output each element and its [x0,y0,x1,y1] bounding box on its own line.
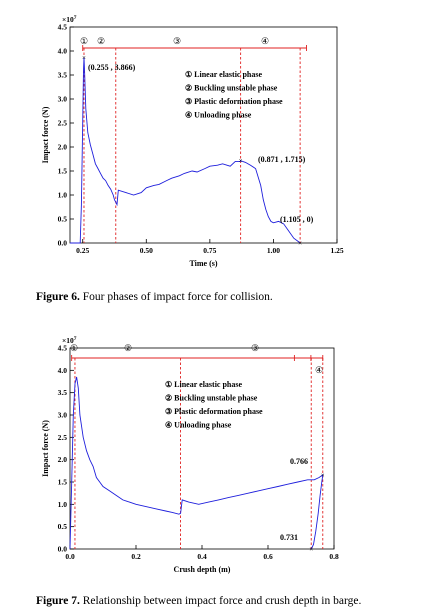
fig7-y-tick-label: 3.0 [58,411,68,420]
fig6-y-tick-label: 2.5 [58,119,68,128]
fig6-annotation-marker: × [298,240,302,248]
fig7-y-multiplier: ×107 [62,336,77,345]
fig6-annotation-marker: × [239,157,243,165]
fig7-x-tick-label: 0.0 [65,552,75,561]
fig6-x-tick-label: 0.25 [76,246,89,255]
figure-7-label: Figure 7. [36,595,80,607]
fig6-legend-item-3: ③ Plastic deformation phase [185,97,283,106]
fig7-phase-label-4: ④ [315,365,323,375]
fig6-y-tick-label: 2.0 [58,143,68,152]
fig6-annotation-marker: × [82,54,86,62]
fig7-legend-item-2: ② Buckling unstable phase [165,394,258,403]
fig7-y-tick-label: 0.0 [58,545,68,554]
figure-7-text: Relationship between impact force and cr… [79,595,362,607]
fig7-y-tick-label: 0.5 [58,522,68,531]
fig6-y-tick-label: 0.0 [58,239,68,248]
fig6-y-tick-label: 1.0 [58,191,68,200]
fig6-phase-label-2: ② [97,36,105,46]
fig6-y-axis-label: Impact force (N) [41,106,50,163]
fig6-x-tick-label: 1.25 [330,246,343,255]
fig7-y-tick-label: 3.5 [58,388,68,397]
fig7-y-tick-label: 1.0 [58,500,68,509]
fig7-annotation-marker: × [309,546,313,554]
figure-6-caption: Figure 6. Four phases of impact force fo… [36,291,273,303]
fig7-force-series-line [69,376,324,550]
fig7-x-tick-label: 0.6 [263,552,273,561]
fig6-force-series-line [70,57,301,244]
fig6-legend-item-4: ④ Unloading phase [185,111,252,120]
fig6-x-tick-label: 0.50 [140,246,153,255]
fig6-y-tick-label: 3.5 [58,71,68,80]
fig6-x-tick-label: 1.00 [267,246,280,255]
figure-6-label: Figure 6. [36,291,80,303]
fig6-y-tick-label: 4.0 [58,47,68,56]
fig7-legend-item-1: ① Linear elastic phase [165,380,242,389]
fig6-phase-label-4: ④ [261,36,269,46]
fig6-y-tick-label: 1.5 [58,167,68,176]
fig6-x-tick-label: 0.75 [203,246,216,255]
fig6-y-tick-label: 0.5 [58,215,68,224]
fig7-x-tick-label: 0.8 [329,552,339,561]
fig7-y-axis-label: Impact force (N) [41,420,50,477]
fig7-legend-item-3: ③ Plastic deformation phase [165,407,263,416]
fig6-legend-item-2: ② Buckling unstable phase [185,84,278,93]
fig6-plot-frame [69,26,338,244]
figure-6-text: Four phases of impact force for collisio… [79,291,273,303]
fig6-annotation-3: (1.105 , 0) [280,215,314,224]
fig7-x-tick-label: 0.4 [197,552,207,561]
fig6-phase-label-3: ③ [173,36,181,46]
fig7-y-tick-label: 1.5 [58,478,68,487]
fig7-annotation-2: 0.731 [280,533,298,542]
fig6-x-axis-label: Time (s) [189,259,217,268]
fig7-phase-label-2: ② [124,343,132,353]
fig6-annotation-1: (0.255 , 3.866) [88,63,136,72]
fig7-y-tick-label: 4.5 [58,344,68,353]
fig7-y-tick-label: 4.0 [58,366,68,375]
fig7-phase-label-3: ③ [251,343,259,353]
fig7-phase-label-1: ① [70,343,78,353]
impact-force-time-chart: 0.25 0.50 0.75 1.00 1.25 0.0 0.5 1.0 1.5 2.0 2.5 3.… [41,15,344,268]
fig6-y-tick-label: 4.5 [58,23,68,32]
fig6-y-tick-label: 3.0 [58,95,68,104]
impact-force-crush-chart: 0.0 0.2 0.4 0.6 0.8 0.0 0.5 1.0 1.5 2.0 2.5 3.0 3.5 4… [41,336,339,574]
fig7-plot-frame [69,347,335,550]
fig6-y-multiplier: ×107 [62,15,77,24]
fig7-y-tick-label: 2.0 [58,455,68,464]
fig7-annotation-1: 0.766 [290,457,308,466]
figure-7-caption: Figure 7. Relationship between impact fo… [36,595,361,607]
fig7-legend-item-4: ④ Unloading phase [165,421,232,430]
fig6-annotation-2: (0.871 , 1.715) [258,155,306,164]
fig7-x-axis-label: Crush depth (m) [174,565,231,574]
fig7-x-tick-label: 0.2 [131,552,141,561]
fig6-legend-item-1: ① Linear elastic phase [185,70,262,79]
fig7-y-tick-label: 2.5 [58,433,68,442]
fig6-phase-label-1: ① [80,36,88,46]
fig7-annotation-marker: × [321,471,325,479]
